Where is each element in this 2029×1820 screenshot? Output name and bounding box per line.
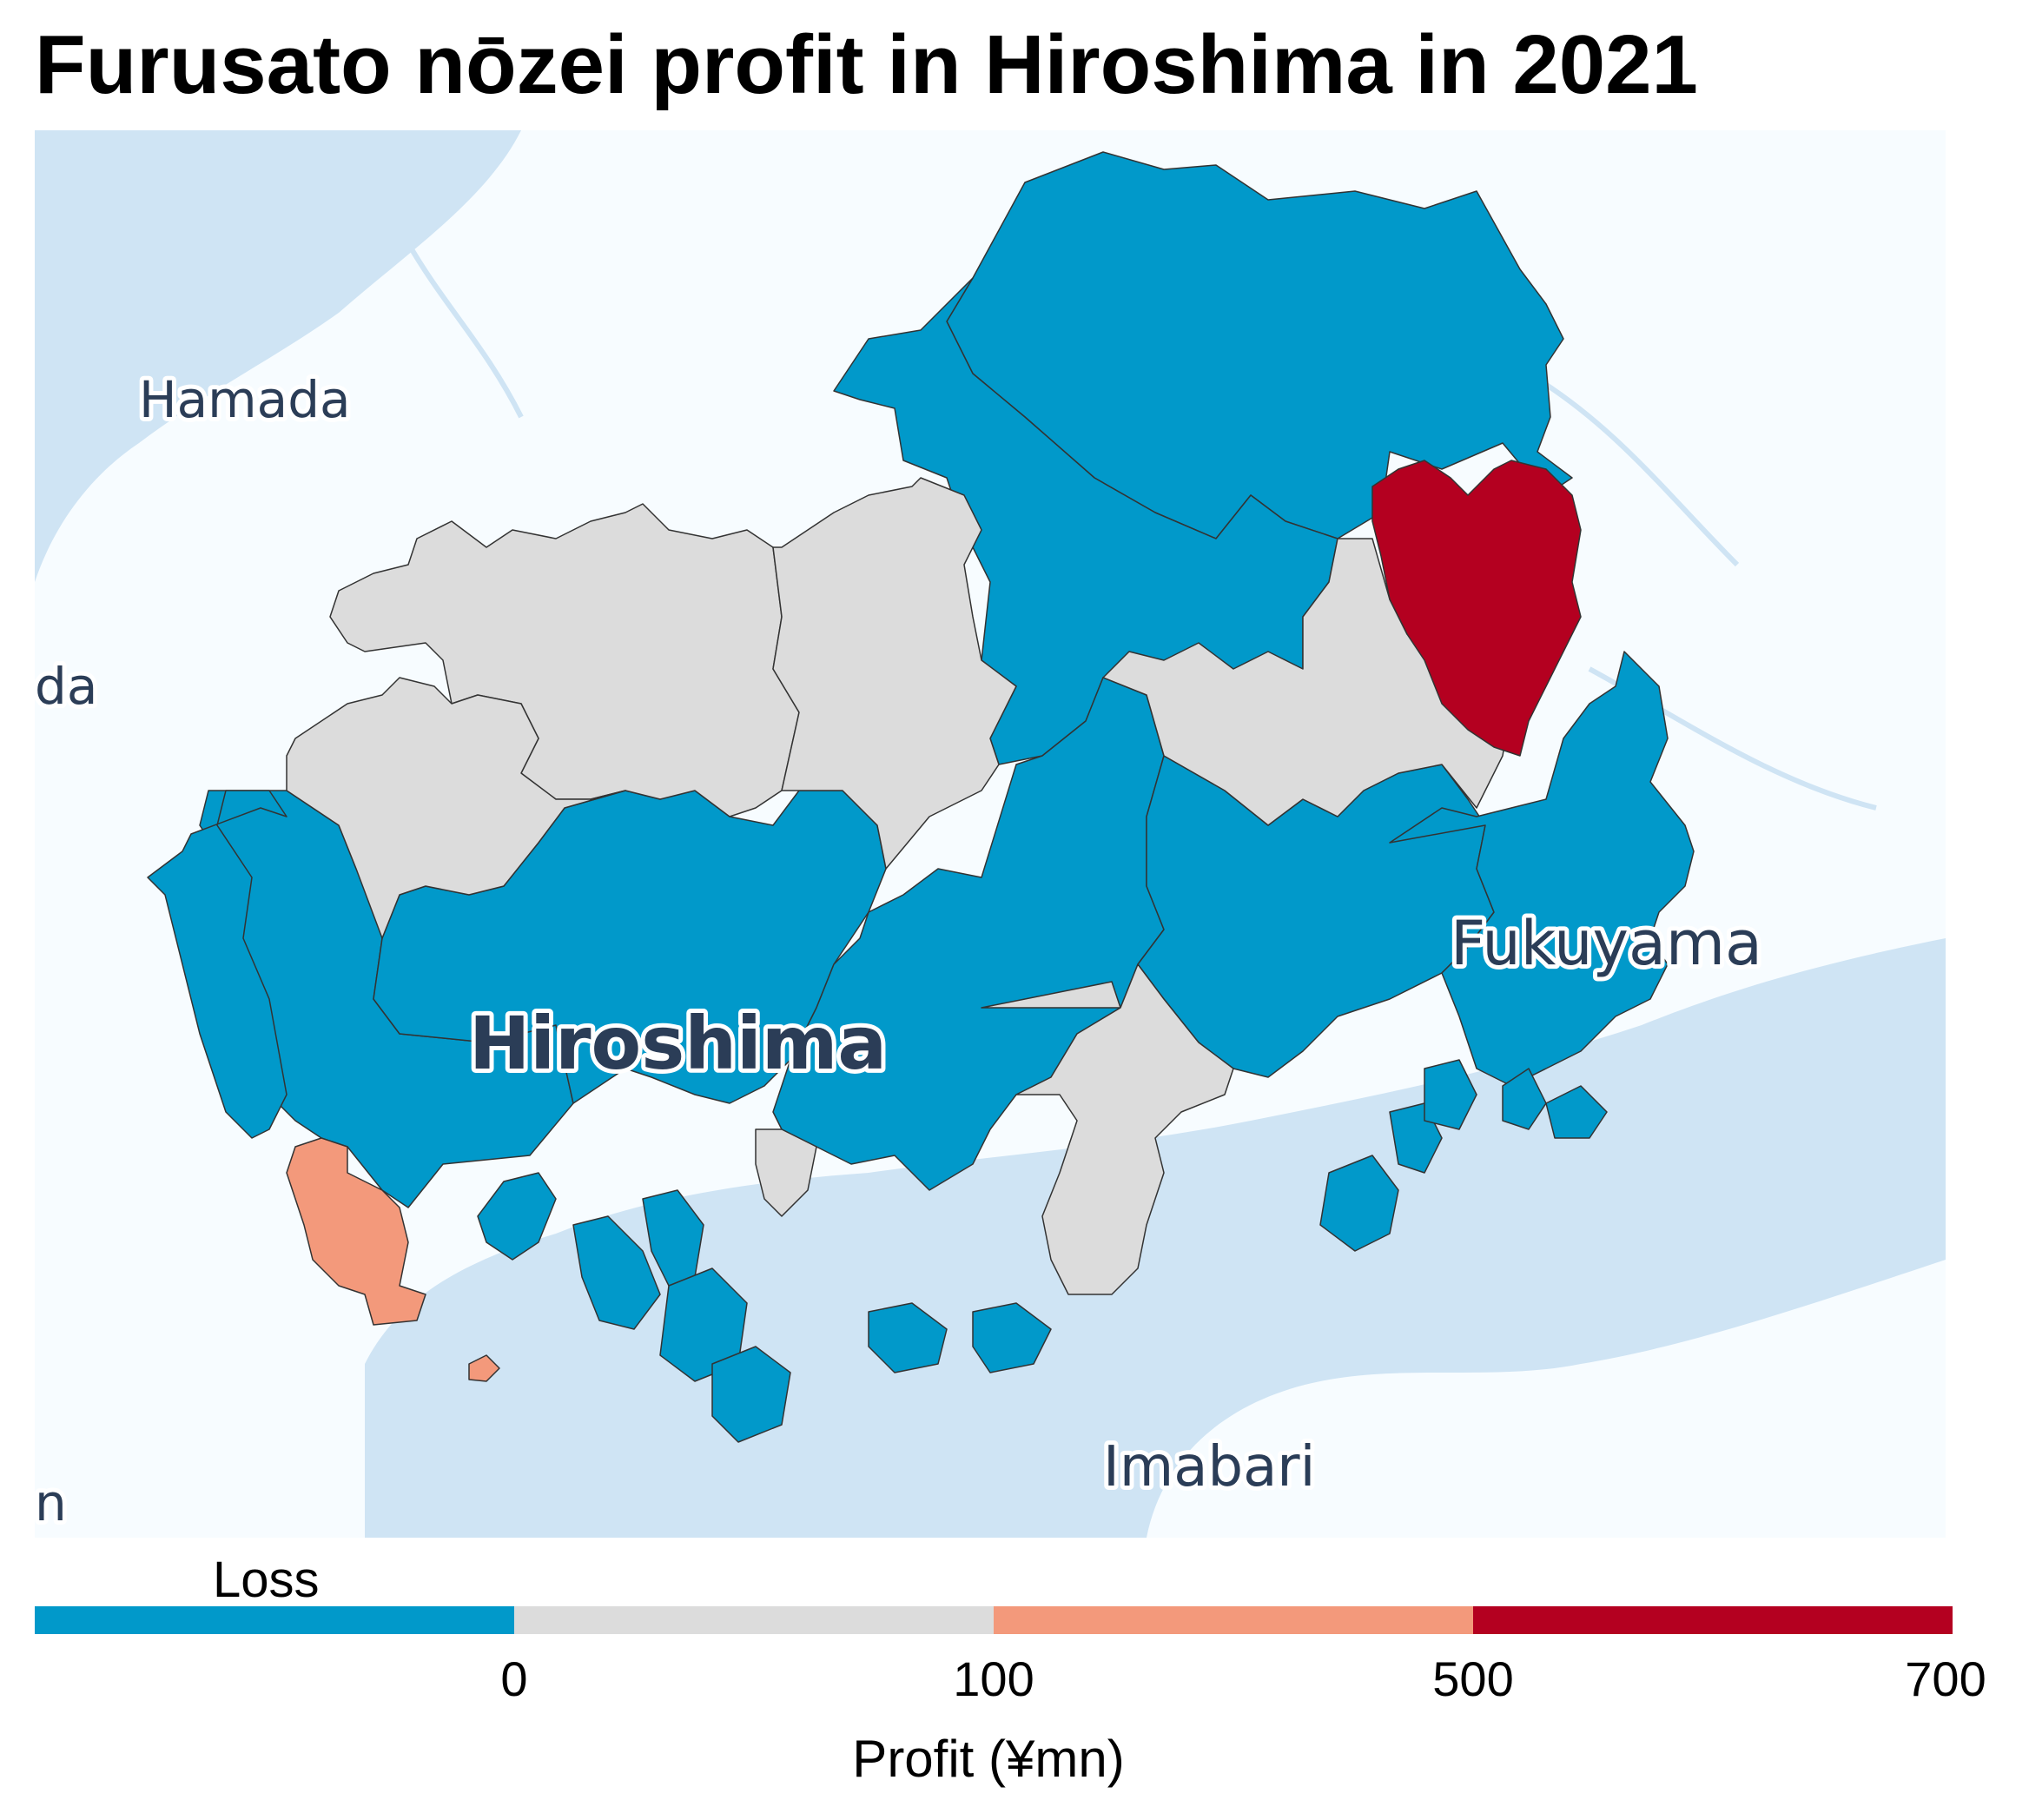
legend-bin-100-500 xyxy=(994,1606,1473,1634)
city-label-hamada: Hamada xyxy=(139,370,351,429)
legend-tick-700: 700 xyxy=(1905,1651,1986,1706)
region-northwest-c xyxy=(286,677,626,939)
sea-of-japan xyxy=(35,130,521,582)
edge-label-bottom: n xyxy=(35,1473,67,1532)
island-salmon xyxy=(468,1354,500,1382)
legend-tick-0: 0 xyxy=(500,1651,528,1706)
legend-bin-500-700 xyxy=(1473,1606,1953,1634)
legend-bin-loss xyxy=(35,1606,514,1634)
region-northwest-b xyxy=(772,477,1017,870)
city-label-fukuyama: Fukuyama xyxy=(1451,908,1762,979)
region-small-grey xyxy=(755,1128,817,1217)
legend-tick-500: 500 xyxy=(1432,1651,1514,1706)
region-fukuyama xyxy=(1389,651,1695,1087)
legend-loss-label: Loss xyxy=(213,1552,320,1608)
island-8 xyxy=(1319,1155,1399,1252)
shikoku-land xyxy=(1147,1260,1946,1538)
city-label-hiroshima: Hiroshima xyxy=(469,1001,887,1086)
island-6 xyxy=(868,1302,948,1373)
region-south-central xyxy=(981,963,1234,1295)
region-far-west xyxy=(147,790,287,1139)
map-title: Furusato nōzei profit in Hiroshima in 20… xyxy=(35,18,1698,111)
island-12 xyxy=(1545,1085,1608,1139)
city-label-imabari: Imabari xyxy=(1103,1435,1315,1499)
island-10 xyxy=(1424,1059,1477,1130)
region-shobara xyxy=(1371,460,1582,757)
region-otake xyxy=(286,1137,426,1326)
legend-tick-100: 100 xyxy=(953,1651,1034,1706)
region-northwest-a xyxy=(329,503,800,817)
edge-label-left: da xyxy=(35,657,97,716)
choropleth-map: Hamada da Hiroshima Fukuyama Imabari n xyxy=(35,130,1946,1538)
island-5 xyxy=(711,1346,791,1443)
island-11 xyxy=(1502,1068,1547,1130)
legend-bin-0-100 xyxy=(514,1606,994,1634)
legend-axis-title: Profit (¥mn) xyxy=(852,1730,1125,1788)
island-1 xyxy=(477,1172,557,1261)
island-7 xyxy=(972,1302,1052,1373)
island-2 xyxy=(572,1215,661,1330)
